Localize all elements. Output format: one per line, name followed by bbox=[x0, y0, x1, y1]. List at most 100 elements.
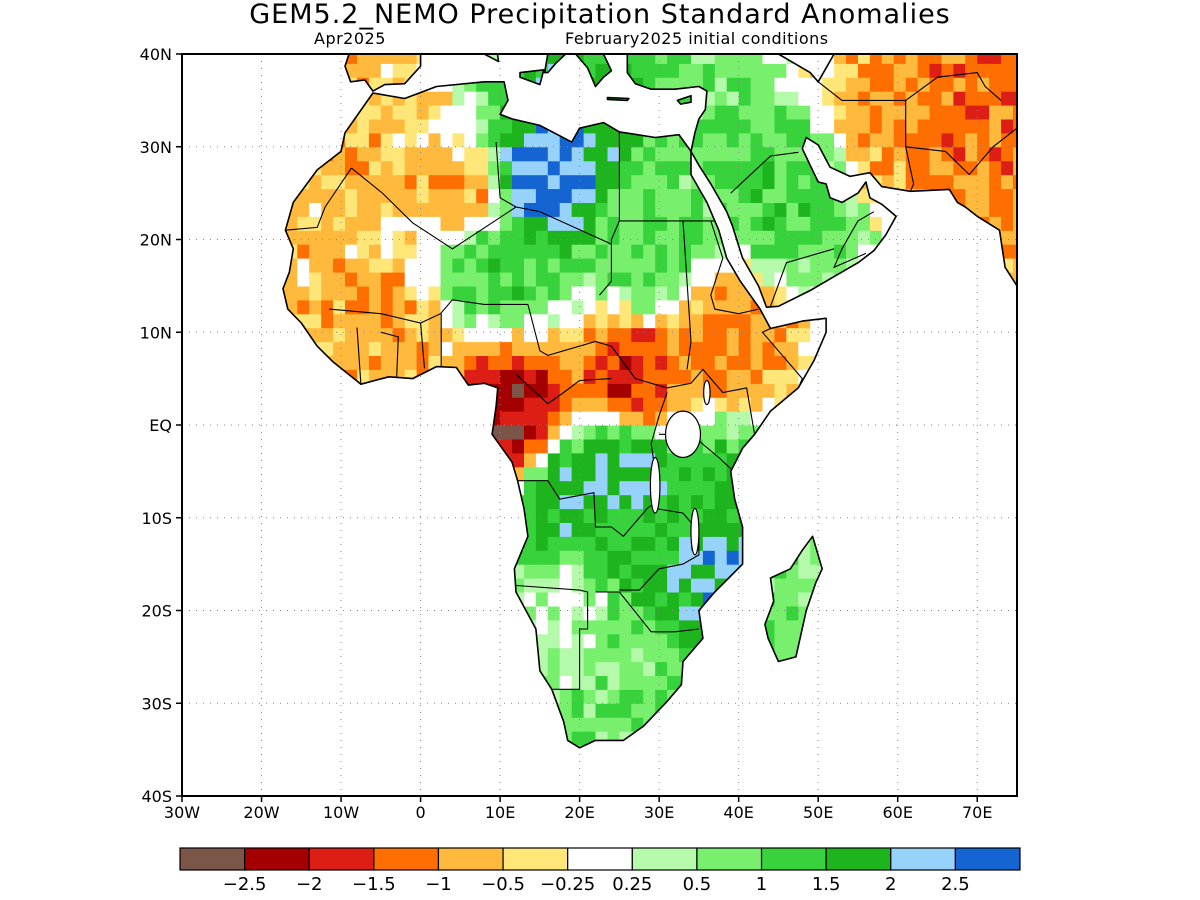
anomaly-cell bbox=[786, 91, 799, 106]
anomaly-cell bbox=[667, 230, 680, 245]
anomaly-cell bbox=[464, 244, 477, 259]
anomaly-cell bbox=[321, 36, 334, 51]
anomaly-cell bbox=[595, 272, 608, 287]
anomaly-cell bbox=[404, 258, 418, 273]
anomaly-cell bbox=[583, 425, 597, 440]
coastline bbox=[764, 535, 823, 663]
anomaly-cell bbox=[822, 118, 835, 134]
anomaly-cell bbox=[380, 285, 394, 301]
anomaly-cell bbox=[667, 550, 680, 565]
anomaly-cell bbox=[869, 118, 883, 134]
legend-label: −1.5 bbox=[352, 874, 396, 895]
anomaly-cell bbox=[476, 313, 489, 329]
anomaly-cell bbox=[774, 230, 787, 245]
anomaly-cell bbox=[619, 285, 632, 301]
anomaly-cell bbox=[798, 202, 811, 217]
anomaly-cell bbox=[667, 63, 680, 78]
anomaly-cell bbox=[535, 425, 549, 440]
anomaly-cell bbox=[404, 160, 418, 176]
anomaly-cell bbox=[798, 550, 811, 565]
anomaly-cell bbox=[726, 105, 740, 120]
anomaly-cell bbox=[714, 536, 728, 551]
anomaly-cell bbox=[500, 313, 513, 329]
anomaly-cell bbox=[368, 118, 382, 134]
anomaly-cell bbox=[738, 313, 752, 329]
anomaly-cell bbox=[750, 355, 764, 370]
anomaly-cell bbox=[643, 285, 656, 301]
anomaly-cell bbox=[297, 258, 310, 273]
anomaly-cell bbox=[571, 313, 585, 329]
anomaly-cell bbox=[321, 285, 334, 301]
anomaly-cell bbox=[881, 160, 895, 176]
anomaly-cell bbox=[559, 592, 573, 607]
anomaly-cell bbox=[488, 118, 501, 134]
anomaly-cell bbox=[440, 244, 453, 259]
anomaly-cell bbox=[774, 174, 787, 190]
anomaly-cell bbox=[691, 244, 704, 259]
anomaly-cell bbox=[619, 202, 632, 217]
anomaly-cell bbox=[714, 369, 728, 384]
anomaly-cell bbox=[595, 397, 608, 412]
anomaly-cell bbox=[786, 272, 799, 287]
coastline bbox=[282, 81, 827, 749]
anomaly-cell bbox=[512, 174, 525, 190]
anomaly-cell bbox=[416, 272, 430, 287]
anomaly-cell bbox=[404, 341, 418, 356]
anomaly-cell bbox=[965, 174, 978, 190]
anomaly-cell bbox=[392, 54, 406, 64]
anomaly-cell bbox=[368, 230, 382, 245]
anomaly-cell bbox=[476, 369, 489, 384]
anomaly-cell bbox=[679, 202, 692, 217]
anomaly-cell bbox=[679, 578, 692, 593]
anomaly-cell bbox=[619, 230, 632, 245]
anomaly-cell bbox=[583, 54, 597, 64]
anomaly-cell bbox=[679, 272, 692, 287]
legend-label: −2.5 bbox=[223, 874, 267, 895]
anomaly-cell bbox=[1013, 105, 1017, 120]
anomaly-cell bbox=[881, 146, 895, 162]
anomaly-cell bbox=[380, 244, 394, 259]
anomaly-cell bbox=[571, 647, 585, 663]
anomaly-cell bbox=[631, 522, 644, 537]
anomaly-cell bbox=[368, 285, 382, 301]
anomaly-cell bbox=[631, 703, 644, 718]
lat-tick-label: 40N bbox=[140, 45, 172, 64]
anomaly-cell bbox=[953, 36, 966, 51]
anomaly-cell bbox=[858, 146, 871, 162]
anomaly-cell bbox=[583, 633, 597, 649]
country-border bbox=[710, 220, 759, 315]
anomaly-cell bbox=[631, 452, 644, 468]
anomaly-cell bbox=[774, 355, 787, 370]
anomaly-cell bbox=[464, 341, 477, 356]
anomaly-cell bbox=[583, 452, 597, 468]
anomaly-cell bbox=[643, 633, 656, 649]
country-border bbox=[420, 322, 426, 369]
anomaly-cell bbox=[965, 146, 978, 162]
anomaly-cell bbox=[1013, 63, 1017, 78]
anomaly-cell bbox=[535, 605, 549, 621]
anomaly-cell bbox=[846, 216, 859, 231]
anomaly-cell bbox=[702, 452, 716, 468]
anomaly-cell bbox=[703, 36, 716, 51]
anomaly-cell bbox=[619, 466, 632, 482]
lat-tick-label: 10S bbox=[141, 509, 172, 528]
anomaly-cell bbox=[929, 174, 942, 190]
anomaly-cell bbox=[607, 550, 620, 565]
anomaly-cell bbox=[631, 480, 644, 496]
anomaly-cell bbox=[774, 105, 787, 120]
anomaly-cell bbox=[798, 355, 811, 370]
anomaly-cell bbox=[834, 146, 847, 162]
anomaly-cell bbox=[679, 605, 692, 621]
anomaly-cell bbox=[858, 132, 871, 148]
anomaly-cell bbox=[631, 341, 644, 356]
anomaly-cell bbox=[440, 313, 453, 329]
anomaly-cell bbox=[750, 327, 764, 343]
anomaly-cell bbox=[798, 160, 811, 176]
anomaly-cell bbox=[309, 230, 322, 245]
anomaly-cell bbox=[738, 160, 752, 176]
anomaly-cell bbox=[535, 633, 549, 649]
anomaly-cell bbox=[404, 299, 418, 315]
anomaly-cell bbox=[476, 272, 489, 287]
anomaly-cell bbox=[714, 258, 728, 273]
anomaly-cell bbox=[631, 383, 644, 398]
